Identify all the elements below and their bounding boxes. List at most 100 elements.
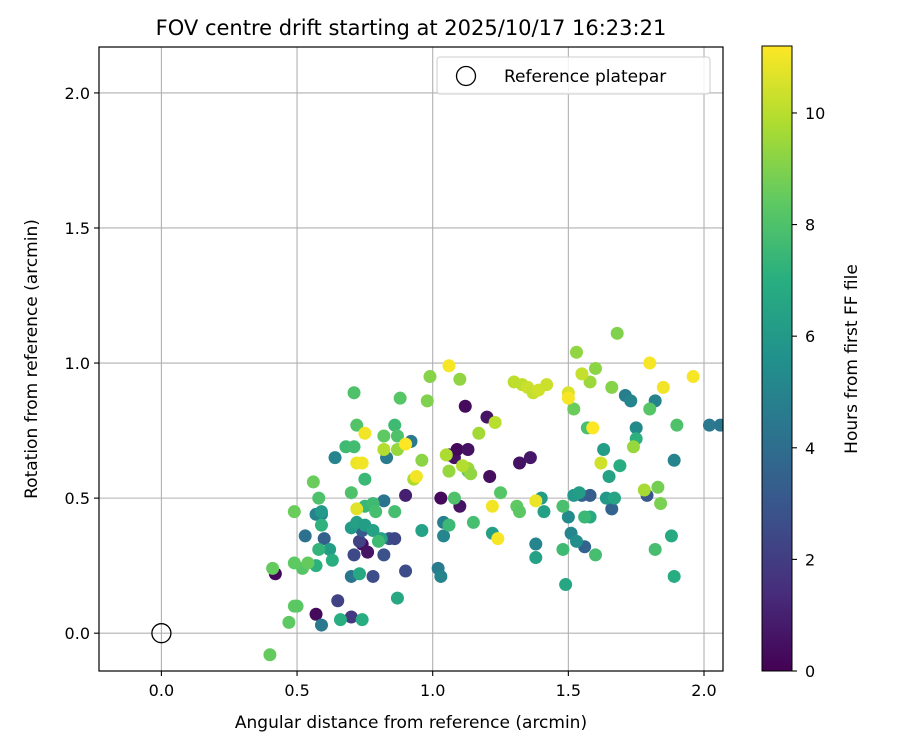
data-point [588, 361, 602, 375]
data-point [423, 370, 437, 384]
data-point [513, 456, 527, 470]
colorbar-tick-label: 2 [805, 550, 815, 569]
data-point [434, 569, 448, 583]
data-point [670, 418, 684, 432]
data-point [314, 518, 328, 532]
colorbar-tick-label: 4 [805, 439, 815, 458]
data-point [312, 491, 326, 505]
data-point [325, 553, 339, 567]
data-point [654, 497, 668, 511]
data-point [344, 610, 358, 624]
data-point [377, 548, 391, 562]
data-point [263, 648, 277, 662]
data-point [578, 510, 592, 524]
colorbar: 0 2 4 6 8 10 Hours from first FF file [761, 45, 862, 681]
data-point [556, 499, 570, 513]
data-point [309, 607, 323, 621]
data-point [588, 548, 602, 562]
data-point [366, 524, 380, 538]
data-point [458, 399, 472, 413]
chart-title: FOV centre drift starting at 2025/10/17 … [156, 16, 667, 40]
data-point [361, 545, 375, 559]
data-point [637, 483, 651, 497]
colorbar-tick-label: 6 [805, 327, 815, 346]
data-point [586, 421, 600, 435]
data-point [415, 524, 429, 538]
data-point [323, 542, 337, 556]
plot-frame [98, 46, 724, 672]
x-tick-label: 1.5 [556, 681, 581, 700]
data-point [377, 429, 391, 443]
data-point [656, 380, 670, 394]
colorbar-label: Hours from first FF file [842, 264, 862, 454]
x-tick-label: 0.0 [149, 681, 174, 700]
data-point [643, 402, 657, 416]
data-point [643, 356, 657, 370]
legend-reference-label: Reference platepar [504, 67, 666, 87]
data-point [437, 529, 451, 543]
data-point [472, 426, 486, 440]
data-point [572, 486, 586, 500]
data-point [713, 418, 723, 432]
data-point [266, 561, 280, 575]
data-point [388, 505, 402, 519]
data-point [377, 442, 391, 456]
data-point [333, 613, 347, 627]
data-point [686, 370, 700, 384]
y-axis-ticks: 0.0 0.5 1.0 1.5 2.0 [65, 84, 99, 643]
data-point [328, 451, 342, 465]
data-point [561, 510, 575, 524]
legend-reference-marker [455, 65, 477, 87]
data-point [399, 564, 413, 578]
colorbar-tick-label: 0 [805, 662, 815, 681]
data-point [287, 556, 301, 570]
data-point [344, 486, 358, 500]
data-point [352, 534, 366, 548]
y-tick-label: 0.0 [65, 624, 90, 643]
data-point [434, 491, 448, 505]
y-tick-label: 0.5 [65, 489, 90, 508]
data-point [569, 534, 583, 548]
data-point [494, 486, 508, 500]
data-point [567, 402, 581, 416]
data-point [388, 532, 402, 546]
data-point [442, 518, 456, 532]
y-tick-label: 2.0 [65, 84, 90, 103]
data-point [415, 453, 429, 467]
data-point [513, 505, 527, 519]
data-point [399, 488, 413, 502]
data-point [610, 326, 624, 340]
data-point [369, 505, 383, 519]
x-tick-label: 1.0 [420, 681, 445, 700]
data-point [529, 537, 543, 551]
data-point [439, 448, 453, 462]
data-point [461, 442, 475, 456]
data-point [301, 556, 315, 570]
data-point [456, 459, 470, 473]
y-tick-label: 1.5 [65, 219, 90, 238]
data-points [151, 326, 723, 662]
data-point [569, 345, 583, 359]
colorbar-gradient [761, 45, 793, 672]
legend-box [436, 56, 711, 95]
data-point [450, 442, 464, 456]
data-point [347, 440, 361, 454]
data-point [282, 615, 296, 629]
data-point [629, 421, 643, 435]
data-point [667, 569, 681, 583]
data-point [605, 380, 619, 394]
data-point [488, 415, 502, 429]
colorbar-tick-label: 8 [805, 216, 815, 235]
data-point [355, 456, 369, 470]
data-point [602, 470, 616, 484]
data-point [314, 618, 328, 632]
data-point [624, 394, 638, 408]
data-point [626, 440, 640, 454]
data-point [464, 467, 478, 481]
data-point [529, 494, 543, 508]
data-point [399, 437, 413, 451]
data-point [420, 394, 434, 408]
data-point [358, 426, 372, 440]
x-axis-label: Angular distance from reference (arcmin) [235, 713, 587, 733]
